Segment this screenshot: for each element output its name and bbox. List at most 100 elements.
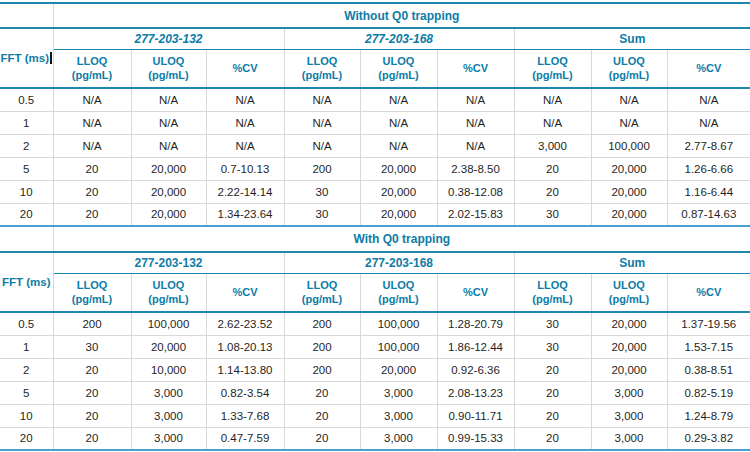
column-header-line1: ULOQ — [132, 54, 206, 68]
column-header: %CV — [206, 49, 284, 88]
data-cell: N/A — [437, 111, 514, 134]
data-cell: 0.82-5.19 — [667, 381, 750, 404]
data-cell: 20 — [53, 203, 131, 226]
table-row: 10203,0001.33-7.68203,0000.90-11.71203,0… — [0, 404, 750, 427]
table-row: 1N/AN/AN/AN/AN/AN/AN/AN/AN/A — [0, 111, 750, 134]
column-header: %CV — [206, 273, 284, 312]
data-cell: 20 — [53, 157, 131, 180]
fft-value: 5 — [0, 157, 53, 180]
data-cell: 30 — [514, 312, 591, 335]
data-cell: N/A — [514, 88, 591, 111]
column-header-line2: (pg/mL) — [592, 292, 667, 306]
group-header: Sum — [514, 252, 750, 273]
data-cell: 100,000 — [591, 134, 667, 157]
data-cell: 1.08-20.13 — [206, 335, 284, 358]
column-header: LLOQ(pg/mL) — [53, 273, 131, 312]
column-header-line1: ULOQ — [592, 278, 667, 292]
data-cell: 0.7-10.13 — [206, 157, 284, 180]
data-cell: 3,000 — [360, 381, 437, 404]
data-cell: 20,000 — [591, 180, 667, 203]
data-cell: 200 — [284, 312, 360, 335]
fft-value: 10 — [0, 404, 53, 427]
data-cell: 30 — [284, 180, 360, 203]
data-cell: 20,000 — [591, 203, 667, 226]
data-cell: 3,000 — [131, 381, 206, 404]
data-cell: 0.87-14.63 — [667, 203, 750, 226]
data-cell: 20,000 — [131, 157, 206, 180]
data-cell: 1.14-13.80 — [206, 358, 284, 381]
data-cell: 3,000 — [131, 427, 206, 450]
table-row: 0.5N/AN/AN/AN/AN/AN/AN/AN/AN/A — [0, 88, 750, 111]
data-cell: N/A — [284, 111, 360, 134]
data-cell: N/A — [284, 134, 360, 157]
data-cell: 200 — [53, 312, 131, 335]
data-cell: N/A — [131, 111, 206, 134]
fft-value: 0.5 — [0, 88, 53, 111]
data-cell: N/A — [360, 134, 437, 157]
data-cell: 1.53-7.15 — [667, 335, 750, 358]
data-cell: 2.77-8.67 — [667, 134, 750, 157]
fft-value: 10 — [0, 180, 53, 203]
column-header-row: LLOQ(pg/mL)ULOQ(pg/mL)%CVLLOQ(pg/mL)ULOQ… — [0, 273, 750, 312]
data-cell: 2.02-15.83 — [437, 203, 514, 226]
fft-column-header: FFT (ms) — [0, 28, 53, 88]
fft-value: 20 — [0, 427, 53, 450]
data-cell: N/A — [667, 88, 750, 111]
data-cell: 20 — [514, 157, 591, 180]
group-header: 277-203-132 — [53, 28, 284, 49]
column-header-line1: %CV — [668, 285, 750, 299]
data-cell: 0.29-3.82 — [667, 427, 750, 450]
column-header-line2: (pg/mL) — [285, 68, 360, 82]
quantitation-tables-container: Without Q0 trappingFFT (ms)277-203-13227… — [0, 2, 750, 451]
document-page: Without Q0 trappingFFT (ms)277-203-13227… — [0, 0, 750, 452]
data-cell: 200 — [284, 335, 360, 358]
column-header: ULOQ(pg/mL) — [360, 49, 437, 88]
data-cell: 20,000 — [360, 180, 437, 203]
data-cell: 20 — [514, 381, 591, 404]
fft-value: 1 — [0, 335, 53, 358]
column-header-line1: LLOQ — [54, 54, 131, 68]
data-cell: 30 — [53, 335, 131, 358]
fft-value: 2 — [0, 358, 53, 381]
data-cell: 20,000 — [591, 312, 667, 335]
data-cell: 1.33-7.68 — [206, 404, 284, 427]
data-cell: N/A — [284, 88, 360, 111]
fft-column-spacer — [0, 3, 53, 28]
column-header: LLOQ(pg/mL) — [53, 49, 131, 88]
table-row: 102020,0002.22-14.143020,0000.38-12.0820… — [0, 180, 750, 203]
column-header-line1: ULOQ — [132, 278, 206, 292]
column-header: LLOQ(pg/mL) — [514, 273, 591, 312]
group-header: 277-203-168 — [284, 252, 514, 273]
column-header-line1: LLOQ — [515, 278, 591, 292]
column-header-line2: (pg/mL) — [285, 292, 360, 306]
data-cell: 20,000 — [131, 180, 206, 203]
column-header-line2: (pg/mL) — [515, 292, 591, 306]
data-cell: 0.99-15.33 — [437, 427, 514, 450]
fft-value: 1 — [0, 111, 53, 134]
column-header-line2: (pg/mL) — [54, 68, 131, 82]
data-cell: 20 — [53, 358, 131, 381]
fft-header-label: FFT (ms) — [2, 276, 51, 288]
data-cell: 2.22-14.14 — [206, 180, 284, 203]
column-header-line1: %CV — [207, 285, 284, 299]
data-cell: 20 — [514, 358, 591, 381]
section-title: Without Q0 trapping — [53, 3, 750, 28]
data-cell: N/A — [591, 88, 667, 111]
column-header-line1: %CV — [207, 61, 284, 75]
data-cell: 1.34-23.64 — [206, 203, 284, 226]
data-cell: N/A — [206, 134, 284, 157]
data-cell: 30 — [514, 203, 591, 226]
data-cell: 2.08-13.23 — [437, 381, 514, 404]
column-header: LLOQ(pg/mL) — [284, 273, 360, 312]
column-header: %CV — [667, 273, 750, 312]
column-header: ULOQ(pg/mL) — [360, 273, 437, 312]
table-row: 52020,0000.7-10.1320020,0002.38-8.502020… — [0, 157, 750, 180]
column-header-line2: (pg/mL) — [361, 68, 437, 82]
table-row: 0.5200100,0002.62-23.52200100,0001.28-20… — [0, 312, 750, 335]
table-row: 20203,0000.47-7.59203,0000.99-15.33203,0… — [0, 427, 750, 450]
data-cell: 1.28-20.79 — [437, 312, 514, 335]
data-cell: N/A — [206, 111, 284, 134]
data-table-with-q0: With Q0 trappingFFT (ms)277-203-132277-2… — [0, 227, 750, 451]
data-cell: 3,000 — [591, 404, 667, 427]
data-cell: 100,000 — [131, 312, 206, 335]
